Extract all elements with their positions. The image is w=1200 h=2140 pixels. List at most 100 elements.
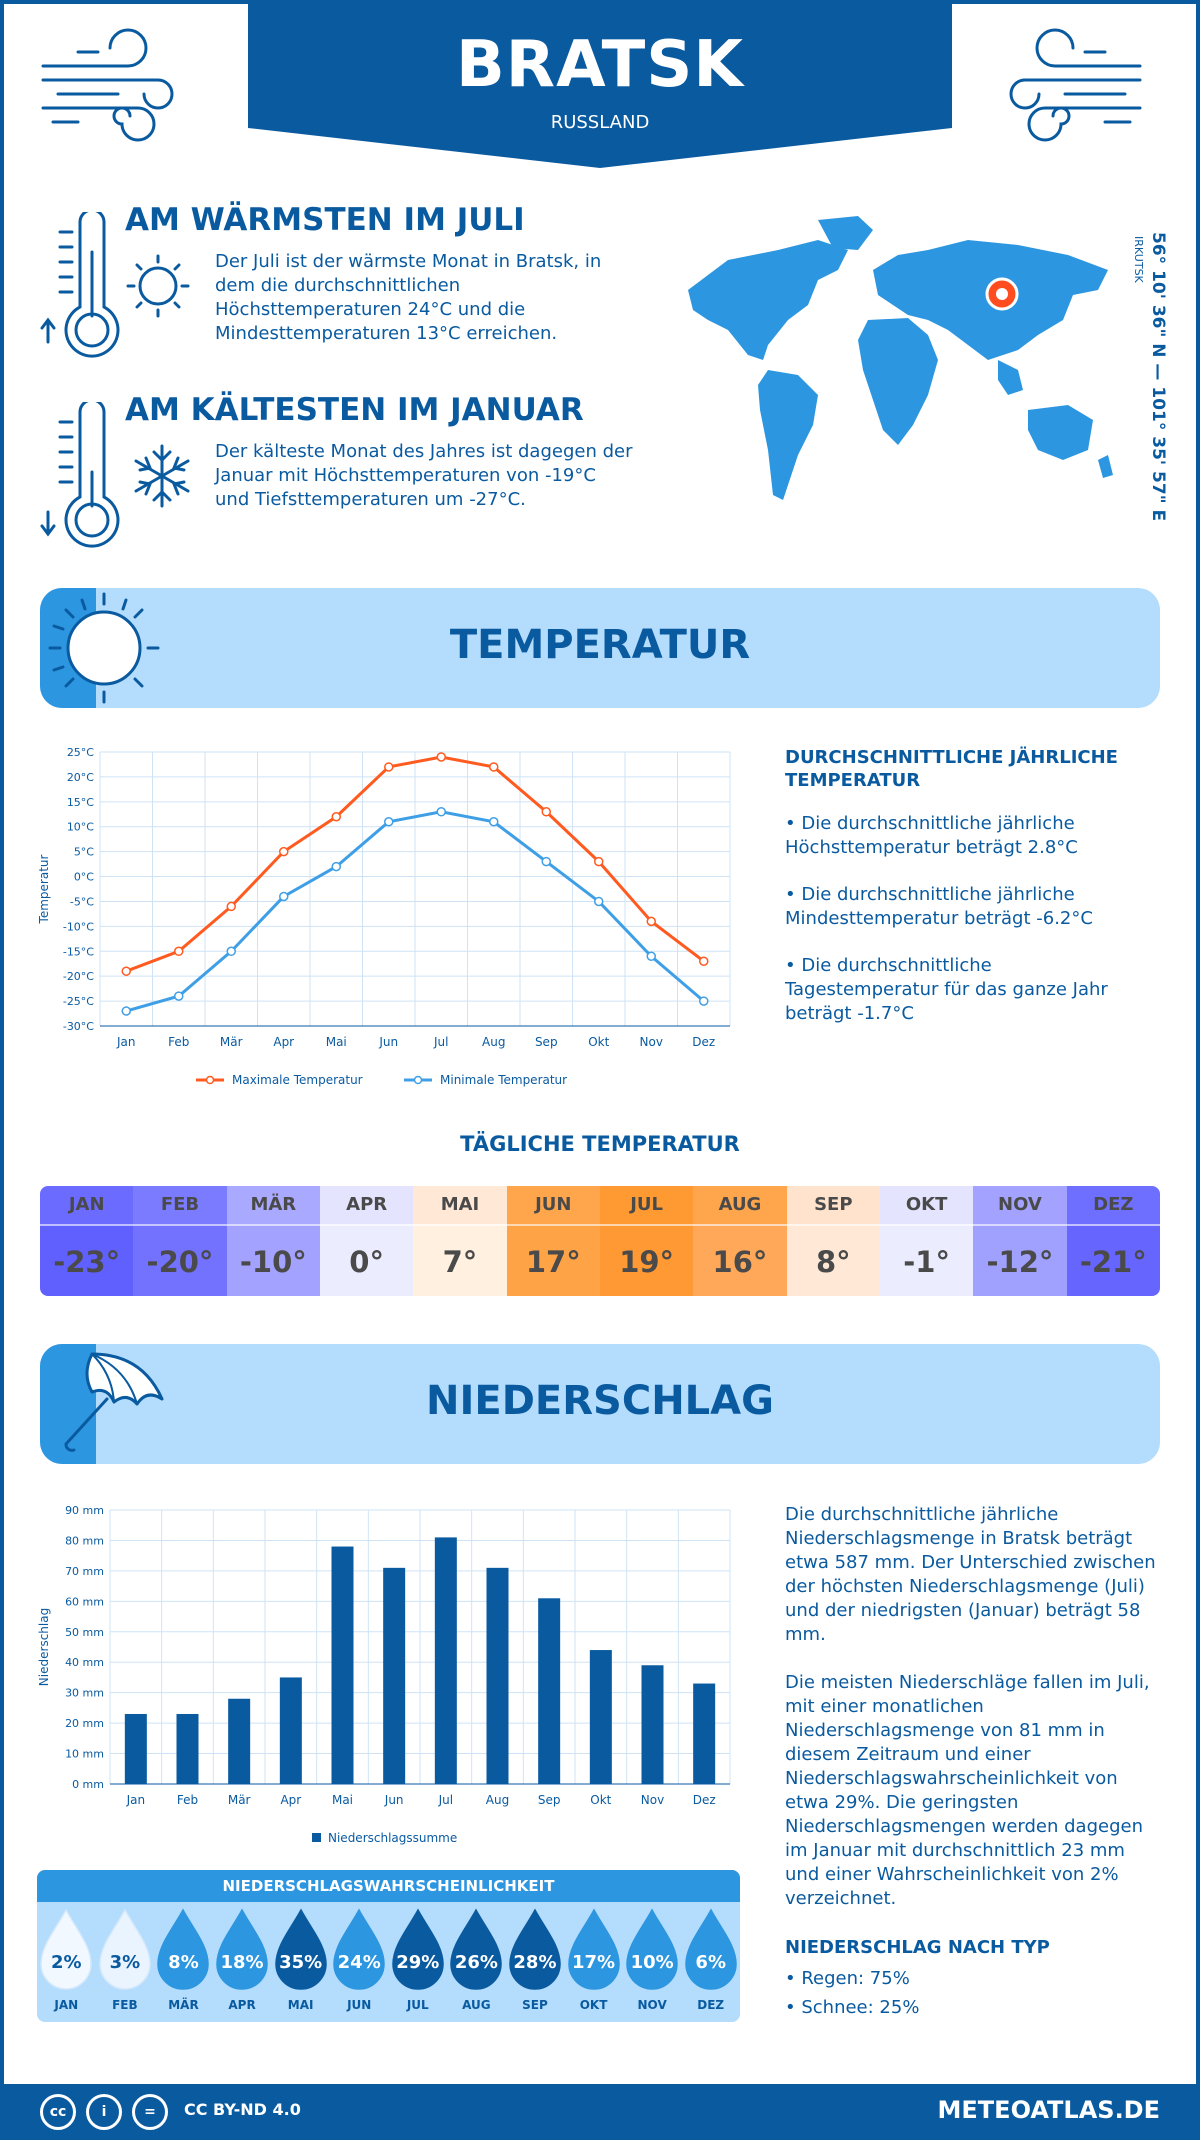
- data-point: [541, 856, 551, 867]
- probability-drop: 8% MÄR: [154, 1908, 212, 2012]
- daily-month-label: JUL: [599, 1186, 694, 1224]
- probability-drops: 2% JAN 3% FEB 8% MÄR 18% APR 35% MAI 24% JUN 29% JUL 2…: [37, 1908, 740, 2018]
- x-tick-label: Aug: [486, 1793, 509, 1807]
- probability-value: 24%: [337, 1952, 381, 1973]
- daily-month-label: APR: [319, 1186, 414, 1224]
- world-map: [688, 216, 1113, 500]
- daily-month-label: AUG: [693, 1186, 787, 1224]
- x-tick-label: Jun: [378, 1035, 398, 1049]
- coldest-block: AM KÄLTESTEN IM JANUAR Der kälteste Mona…: [30, 392, 633, 552]
- y-tick-label: -10°C: [63, 920, 94, 933]
- x-tick-label: Sep: [535, 1035, 558, 1049]
- y-tick-label: 40 mm: [65, 1656, 104, 1669]
- legend-marker: [205, 1075, 215, 1085]
- data-point: [174, 946, 184, 957]
- daily-month-label: NOV: [973, 1186, 1067, 1224]
- series-line: [125, 755, 705, 973]
- x-tick-label: Nov: [641, 1793, 664, 1807]
- header-banner: [248, 0, 952, 170]
- y-tick-label: 80 mm: [65, 1534, 104, 1547]
- probability-month: JUL: [406, 1998, 429, 2012]
- daily-month-label: MAI: [413, 1186, 507, 1224]
- data-point: [279, 891, 289, 902]
- daily-temp-value: -1°: [879, 1224, 974, 1296]
- x-tick-label: Nov: [640, 1035, 663, 1049]
- bar: [589, 1650, 612, 1784]
- bar: [331, 1546, 354, 1784]
- x-tick-label: Mär: [220, 1035, 243, 1049]
- daily-temp-cell: MAI 7°: [413, 1186, 507, 1296]
- x-tick-label: Okt: [590, 1793, 611, 1807]
- y-tick-label: -30°C: [63, 1020, 94, 1033]
- precip-summary: Die durchschnittliche jährliche Niedersc…: [785, 1504, 1156, 1645]
- daily-temp-cell: MÄR -10°: [226, 1186, 320, 1296]
- warmest-text: Der Juli ist der wärmste Monat in Bratsk…: [215, 251, 602, 344]
- bar: [486, 1567, 509, 1784]
- daily-temp-value: 17°: [506, 1224, 600, 1296]
- raindrop-icon: [157, 1908, 210, 1990]
- coldest-title: AM KÄLTESTEN IM JANUAR: [125, 392, 584, 428]
- data-point: [174, 991, 184, 1001]
- bar: [693, 1683, 716, 1784]
- data-point: [331, 861, 341, 872]
- probability-drop: 3% FEB: [96, 1908, 154, 2012]
- coordinates: 56° 10' 36" N — 101° 35' 57" E: [1148, 232, 1168, 522]
- data-point: [646, 951, 656, 962]
- probability-month: DEZ: [697, 1998, 725, 2012]
- x-tick-label: Feb: [168, 1035, 189, 1049]
- probability-drop: 26% AUG: [447, 1908, 505, 2012]
- data-point: [699, 956, 709, 966]
- city-title: BRATSK: [456, 28, 744, 102]
- probability-drop: 29% JUL: [389, 1908, 447, 2012]
- daily-temp-cell: AUG 16°: [693, 1186, 787, 1296]
- x-tick-label: Dez: [692, 1035, 715, 1049]
- daily-temp-value: -23°: [40, 1224, 134, 1296]
- daily-temp-value: -20°: [133, 1224, 227, 1296]
- data-point: [436, 807, 446, 817]
- probability-value: 10%: [630, 1952, 674, 1973]
- legend-label: Minimale Temperatur: [440, 1073, 567, 1087]
- probability-value: 35%: [279, 1952, 323, 1973]
- precipitation-chart: 90 mm 80 mm 70 mm 60 mm 50 mm 40 mm 30 mm 20 mm…: [37, 1504, 731, 1845]
- precip-detail: Die meisten Niederschläge fallen im Juli…: [785, 1672, 1150, 1909]
- bar: [228, 1698, 251, 1784]
- x-tick-label: Mär: [228, 1793, 251, 1807]
- y-tick-label: -15°C: [63, 945, 94, 958]
- x-tick-label: Dez: [693, 1793, 716, 1807]
- annual-avg-bullet: • Die durchschnittliche Tagestemperatur …: [785, 955, 1108, 1024]
- daily-month-label: JUN: [506, 1186, 600, 1224]
- legend-label: Niederschlagssumme: [328, 1831, 457, 1845]
- probability-value: 2%: [51, 1952, 82, 1973]
- data-point: [226, 901, 236, 912]
- y-tick-label: 10°C: [67, 821, 94, 834]
- x-tick-label: Jul: [438, 1793, 453, 1807]
- y-tick-label: 5°C: [74, 846, 94, 859]
- raindrop-icon: [99, 1908, 151, 1990]
- raindrop-icon: [626, 1908, 678, 1990]
- probability-month: MAI: [287, 1998, 314, 2012]
- annual-min-bullet: • Die durchschnittliche jährliche Mindes…: [785, 884, 1093, 929]
- region-label: IRKUTSK: [1132, 236, 1145, 283]
- raindrop-icon: [509, 1908, 561, 1990]
- daily-temp-value: -10°: [226, 1224, 320, 1296]
- precip-type-heading: NIEDERSCHLAG NACH TYP: [785, 1937, 1050, 1958]
- coldest-text: Der kälteste Monat des Jahres ist dagege…: [215, 441, 633, 510]
- data-point: [646, 916, 656, 927]
- raindrop-icon: [684, 1908, 737, 1990]
- daily-month-label: SEP: [786, 1186, 880, 1224]
- daily-month-label: MÄR: [226, 1186, 320, 1224]
- thermometer-sun-icon: [40, 212, 190, 358]
- data-point: [279, 846, 289, 857]
- y-tick-label: 20°C: [67, 771, 94, 784]
- site-link[interactable]: METEOATLAS.DE: [937, 2096, 1160, 2124]
- raindrop-icon: [216, 1908, 268, 1990]
- daily-temp-value: 16°: [693, 1224, 787, 1296]
- y-tick-label: 20 mm: [65, 1717, 104, 1730]
- y-tick-label: -5°C: [70, 895, 94, 908]
- data-point: [489, 816, 499, 827]
- probability-month: JUN: [347, 1998, 372, 2012]
- data-point: [384, 816, 394, 827]
- data-point: [436, 752, 446, 762]
- daily-temp-value: 8°: [786, 1224, 880, 1296]
- sun-icon: [48, 592, 160, 704]
